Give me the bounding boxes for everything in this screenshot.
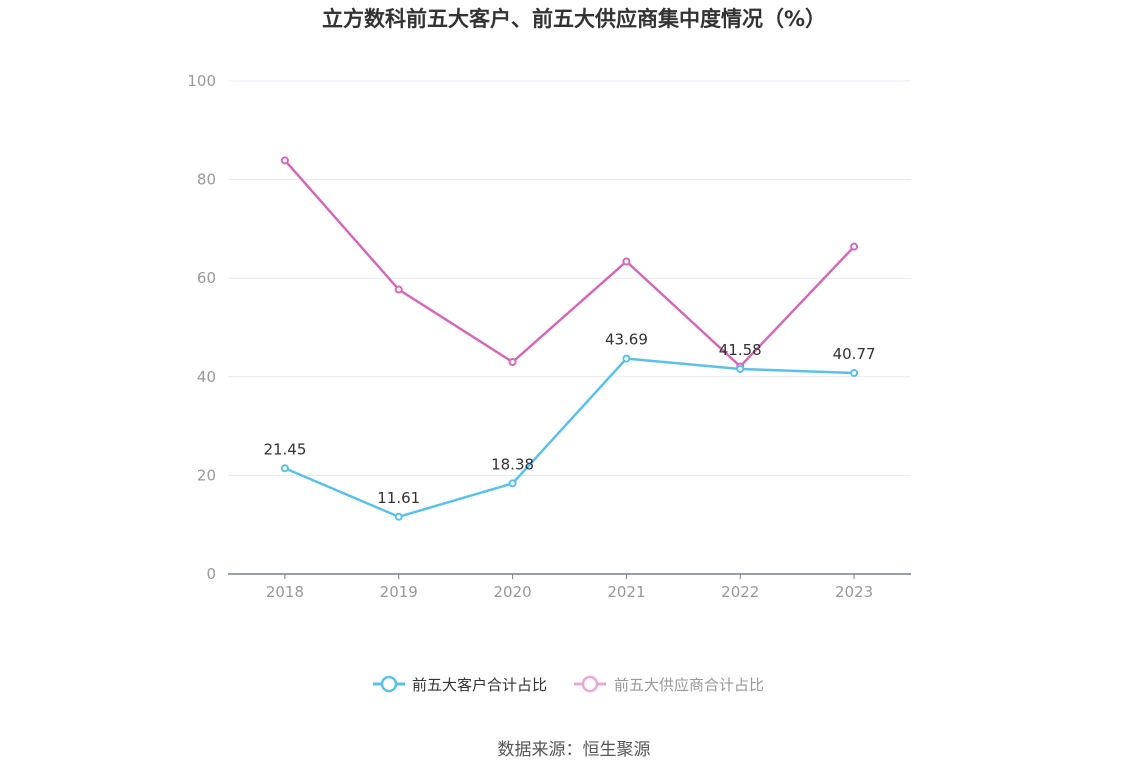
series-line-customers [284,357,855,519]
x-tick-label: 2022 [721,583,759,601]
data-point-customers[interactable] [736,365,745,374]
data-point-customers[interactable] [622,354,631,363]
series-layer [280,156,859,521]
y-tick-label: 0 [206,565,216,583]
data-point-customers[interactable] [508,479,517,488]
x-tick-label: 2023 [835,583,873,601]
data-label-customers: 18.38 [491,455,534,473]
data-point-suppliers[interactable] [850,242,859,251]
axis-layer: 0 20 40 60 80 100 2018 2019 2020 2021 2022 2023 [187,72,911,601]
data-point-customers[interactable] [394,512,403,521]
data-label-customers: 43.69 [605,331,648,349]
series-line-suppliers [283,159,855,368]
y-tick-label: 20 [197,466,216,484]
data-label-customers: 11.61 [377,489,420,507]
data-point-suppliers[interactable] [508,358,517,367]
x-tick-label: 2021 [607,583,645,601]
y-tick-label: 80 [197,171,216,189]
data-label-layer: 21.45 11.61 18.38 43.69 41.58 40.77 [263,331,875,507]
y-tick-label: 100 [187,72,216,90]
x-tick-label: 2020 [493,583,531,601]
grid-layer [228,80,911,476]
data-label-customers: 40.77 [833,345,876,363]
data-point-suppliers[interactable] [394,285,403,294]
legend-label-suppliers: 前五大供应商合计占比 [614,676,764,694]
legend-marker-customers [380,675,398,693]
x-tick-label: 2018 [266,583,304,601]
x-tick-label: 2019 [380,583,418,601]
y-tick-label: 60 [197,269,216,287]
y-tick-label: 40 [197,368,216,386]
data-point-suppliers[interactable] [280,156,289,165]
legend-label-customers: 前五大客户合计占比 [412,676,547,694]
data-label-customers: 41.58 [719,341,762,359]
data-point-suppliers[interactable] [622,257,631,266]
legend-marker-suppliers [581,675,599,693]
data-label-customers: 21.45 [263,440,306,458]
data-point-customers[interactable] [280,464,289,473]
legend-item-customers[interactable]: 前五大客户合计占比 [373,675,547,694]
legend-item-suppliers[interactable]: 前五大供应商合计占比 [574,675,764,694]
chart-title: 立方数科前五大客户、前五大供应商集中度情况（%） [322,7,826,31]
source-note: 数据来源：恒生聚源 [498,740,651,760]
data-point-customers[interactable] [850,369,859,378]
legend: 前五大客户合计占比 前五大供应商合计占比 [373,675,764,694]
